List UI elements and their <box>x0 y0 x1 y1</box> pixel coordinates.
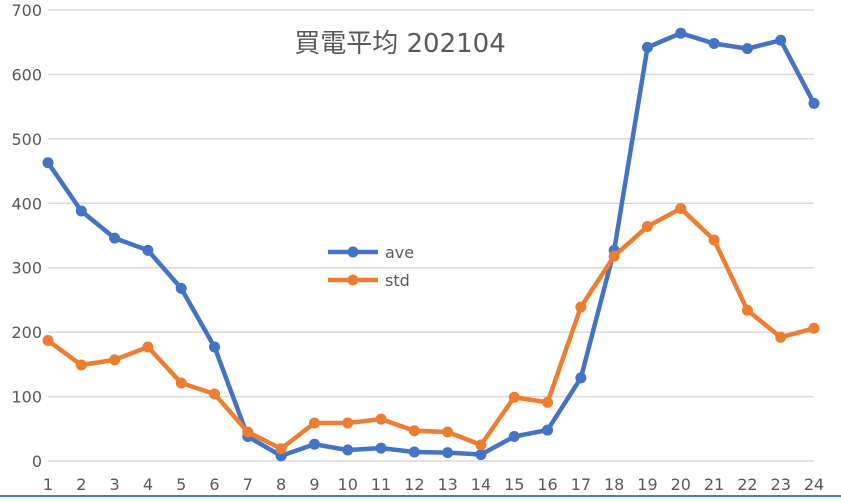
x-tick-label: 9 <box>309 475 319 494</box>
data-point-marker <box>308 438 320 450</box>
data-point-marker <box>442 426 454 438</box>
series-line <box>45 30 817 459</box>
data-point-marker <box>342 444 354 456</box>
x-tick-label: 19 <box>637 475 657 494</box>
x-tick-label: 2 <box>76 475 86 494</box>
data-point-marker <box>42 157 54 169</box>
y-tick-label: 400 <box>11 194 42 213</box>
x-tick-label: 12 <box>404 475 424 494</box>
data-point-marker <box>342 417 354 429</box>
data-point-marker <box>175 282 187 294</box>
data-point-marker <box>542 424 554 436</box>
bottom-border <box>0 495 841 497</box>
x-tick-label: 4 <box>143 475 153 494</box>
y-axis-labels: 0 100 200 300 400 500 600 700 <box>11 1 42 471</box>
data-point-marker <box>242 426 254 438</box>
x-tick-label: 5 <box>176 475 186 494</box>
data-point-marker <box>808 322 820 334</box>
data-point-marker <box>741 304 753 316</box>
legend-swatch-marker <box>347 246 359 258</box>
data-point-marker <box>408 425 420 437</box>
data-point-marker <box>542 396 554 408</box>
x-tick-label: 21 <box>704 475 724 494</box>
data-point-marker <box>175 377 187 389</box>
data-point-marker <box>641 220 653 232</box>
data-point-marker <box>808 97 820 109</box>
data-point-marker <box>75 205 87 217</box>
data-point-marker <box>741 43 753 55</box>
data-point-marker <box>209 388 221 400</box>
x-tick-label: 1 <box>43 475 53 494</box>
data-point-marker <box>109 354 121 366</box>
data-point-marker <box>275 443 287 455</box>
x-tick-label: 16 <box>537 475 557 494</box>
legend-label: ave <box>385 243 414 262</box>
x-tick-label: 24 <box>804 475 824 494</box>
y-tick-label: 300 <box>11 259 42 278</box>
data-point-marker <box>775 34 787 46</box>
gridlines <box>48 9 814 462</box>
data-point-marker <box>775 331 787 343</box>
data-point-marker <box>308 417 320 429</box>
legend-swatch-marker <box>347 274 359 286</box>
y-tick-label: 500 <box>11 130 42 149</box>
legend: ave std <box>328 243 414 290</box>
x-tick-label: 15 <box>504 475 524 494</box>
data-point-marker <box>109 232 121 244</box>
data-point-marker <box>475 449 487 461</box>
data-point-marker <box>142 341 154 353</box>
data-point-marker <box>475 439 487 451</box>
series-std <box>42 202 820 455</box>
data-point-marker <box>675 202 687 214</box>
data-point-marker <box>508 431 520 443</box>
x-tick-label: 22 <box>737 475 757 494</box>
data-point-marker <box>42 335 54 347</box>
data-point-marker <box>408 446 420 458</box>
data-point-marker <box>608 250 620 262</box>
legend-label: std <box>385 271 410 290</box>
x-tick-label: 13 <box>437 475 457 494</box>
chart-title: 買電平均 202104 <box>294 29 506 59</box>
x-tick-label: 18 <box>604 475 624 494</box>
x-tick-label: 20 <box>671 475 691 494</box>
x-tick-label: 3 <box>110 475 120 494</box>
x-axis-labels: 1 2 3 4 5 6 7 8 9 10 11 12 13 14 15 16 17 18 19 20 21 22 23 24 <box>43 475 824 494</box>
y-tick-label: 600 <box>11 65 42 84</box>
data-point-marker <box>575 301 587 313</box>
y-tick-label: 700 <box>11 1 42 20</box>
data-point-marker <box>708 38 720 50</box>
data-point-marker <box>75 359 87 371</box>
legend-item-std: std <box>328 271 410 290</box>
data-point-marker <box>508 391 520 403</box>
y-tick-label: 100 <box>11 388 42 407</box>
data-point-marker <box>142 244 154 256</box>
x-tick-label: 11 <box>371 475 391 494</box>
data-point-marker <box>442 447 454 459</box>
x-tick-label: 14 <box>471 475 491 494</box>
x-tick-label: 8 <box>276 475 286 494</box>
data-point-marker <box>641 41 653 53</box>
x-tick-label: 7 <box>243 475 253 494</box>
data-point-marker <box>675 27 687 39</box>
x-tick-label: 6 <box>209 475 219 494</box>
data-point-marker <box>708 234 720 246</box>
data-series <box>42 27 820 462</box>
data-point-marker <box>209 341 221 353</box>
data-point-marker <box>375 442 387 454</box>
y-tick-label: 200 <box>11 323 42 342</box>
x-tick-label: 10 <box>338 475 358 494</box>
x-tick-label: 17 <box>571 475 591 494</box>
legend-item-ave: ave <box>328 243 414 262</box>
y-tick-label: 0 <box>32 452 42 471</box>
data-point-marker <box>375 413 387 425</box>
series-line <box>45 206 817 452</box>
data-point-marker <box>575 372 587 384</box>
x-tick-label: 23 <box>771 475 791 494</box>
